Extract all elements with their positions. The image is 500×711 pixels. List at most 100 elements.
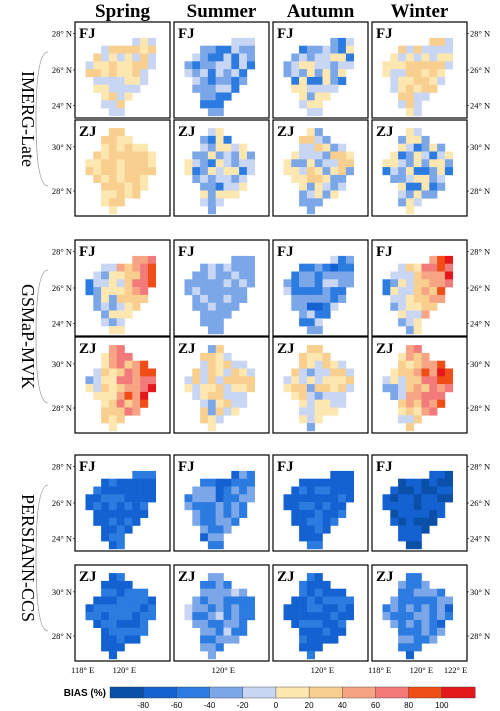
bias-cell xyxy=(239,151,248,160)
bias-cell xyxy=(322,486,331,495)
bias-cell xyxy=(215,302,224,311)
bias-cell xyxy=(314,407,323,416)
bias-cell xyxy=(405,287,414,296)
bias-cell xyxy=(330,360,339,369)
bias-cell xyxy=(116,345,125,354)
bias-cell xyxy=(215,525,224,534)
bias-cell xyxy=(93,502,102,511)
bias-cell xyxy=(283,612,292,621)
lat-tick-label: 28° N xyxy=(470,462,490,472)
bias-cell xyxy=(132,368,141,377)
bias-cell xyxy=(116,352,125,361)
bias-cell xyxy=(314,326,323,335)
bias-cell xyxy=(223,525,232,534)
bias-cell xyxy=(413,643,422,652)
bias-cell xyxy=(299,279,308,288)
bias-cell xyxy=(314,279,323,288)
bias-cell xyxy=(421,368,430,377)
bias-cell xyxy=(413,376,422,385)
bias-cell xyxy=(116,391,125,400)
bias-cell xyxy=(108,376,117,385)
bias-cell xyxy=(200,643,209,652)
bias-cell xyxy=(314,478,323,487)
bias-cell xyxy=(437,76,446,85)
bias-cell xyxy=(192,84,201,93)
bias-cell xyxy=(108,502,117,511)
bias-cell xyxy=(108,533,117,542)
bias-cell xyxy=(116,61,125,70)
lat-tick-label: 28° N xyxy=(52,247,72,257)
bias-cell xyxy=(140,494,149,503)
map-panel: ZJ xyxy=(371,336,468,434)
bias-cell xyxy=(200,271,209,280)
bias-cell xyxy=(314,108,323,117)
bias-cell xyxy=(330,407,339,416)
bias-cell xyxy=(231,478,240,487)
bias-cell xyxy=(192,302,201,311)
bias-cell xyxy=(306,302,315,311)
bias-cell xyxy=(116,287,125,296)
bias-cell xyxy=(299,580,308,589)
bias-cell xyxy=(314,384,323,393)
bias-cell xyxy=(390,391,399,400)
bias-cell xyxy=(147,494,156,503)
bias-cell xyxy=(421,76,430,85)
bias-cell xyxy=(200,635,209,644)
bias-cell xyxy=(444,486,453,495)
bias-cell xyxy=(437,182,446,191)
colorbar-swatch xyxy=(242,686,277,699)
bias-cell xyxy=(215,619,224,628)
bias-cell xyxy=(413,612,422,621)
bias-cell xyxy=(207,635,216,644)
bias-cell xyxy=(239,143,248,152)
bias-cell xyxy=(330,174,339,183)
bias-cell xyxy=(101,76,110,85)
bias-cell xyxy=(405,376,414,385)
bias-cell xyxy=(413,517,422,526)
colorbar-tick-label: -60 xyxy=(171,701,183,710)
bias-cell xyxy=(405,612,414,621)
bias-cell xyxy=(239,619,248,628)
bias-cell xyxy=(116,92,125,101)
map-panel: ZJ xyxy=(173,119,270,217)
province-label: ZJ xyxy=(79,341,97,357)
bias-cell xyxy=(444,604,453,613)
bias-cell xyxy=(421,604,430,613)
bias-cell xyxy=(207,174,216,183)
bias-cell xyxy=(330,190,339,199)
product-label: PERSIANN-CCS xyxy=(18,494,38,622)
bias-cell xyxy=(330,263,339,272)
bias-cell xyxy=(207,486,216,495)
bias-cell xyxy=(322,92,331,101)
bias-cell xyxy=(413,580,422,589)
bias-cell xyxy=(405,159,414,168)
bias-cell xyxy=(140,509,149,518)
bias-cell xyxy=(299,302,308,311)
bias-cell xyxy=(444,53,453,62)
bias-cell xyxy=(314,486,323,495)
bias-cell xyxy=(314,533,323,542)
bias-cell xyxy=(223,376,232,385)
bias-cell xyxy=(215,182,224,191)
bias-cell xyxy=(314,135,323,144)
bias-cell xyxy=(200,604,209,613)
bias-cell xyxy=(345,167,354,176)
bias-cell xyxy=(124,604,133,613)
bias-cell xyxy=(405,596,414,605)
bias-cell xyxy=(345,53,354,62)
bias-cell xyxy=(200,360,209,369)
bias-cell xyxy=(398,271,407,280)
bias-cell xyxy=(421,263,430,272)
bias-cell xyxy=(306,76,315,85)
bias-cell xyxy=(306,533,315,542)
bias-cell xyxy=(124,151,133,160)
bias-cell xyxy=(108,167,117,176)
bias-cell xyxy=(299,263,308,272)
bias-cell xyxy=(330,53,339,62)
bias-cell xyxy=(299,643,308,652)
bias-cell xyxy=(314,502,323,511)
colorbar-swatch xyxy=(209,686,244,699)
bias-cell xyxy=(322,407,331,416)
bias-cell xyxy=(314,525,323,534)
bias-cell xyxy=(93,509,102,518)
